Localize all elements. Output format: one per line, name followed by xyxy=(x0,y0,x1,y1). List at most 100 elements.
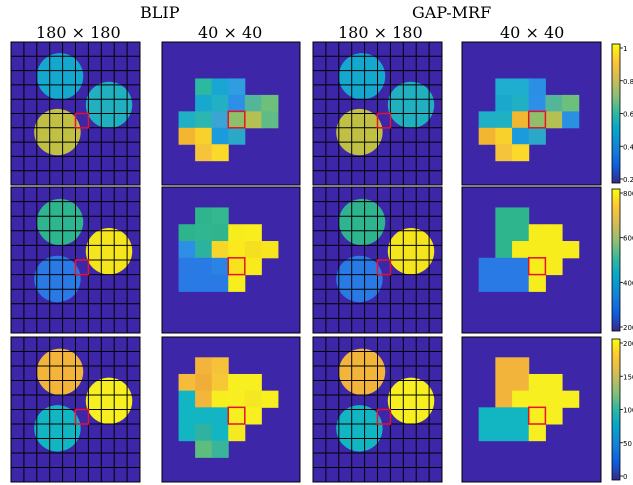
phantom-circle xyxy=(387,228,435,275)
column-title-2: 40 × 40 xyxy=(198,23,262,42)
pixel-block xyxy=(512,241,530,259)
colorbar-tick-label: 800 xyxy=(623,190,633,198)
pixel-block xyxy=(244,257,262,276)
pixel-block xyxy=(195,241,213,259)
panel-border xyxy=(461,336,602,483)
pixel-block xyxy=(495,111,513,129)
phantom-circle xyxy=(336,405,383,452)
pixel-block xyxy=(261,111,279,129)
colorbar-gradient xyxy=(611,338,621,481)
pixel-block xyxy=(261,390,279,408)
pixel-block xyxy=(528,94,546,112)
pixel-block xyxy=(478,274,496,292)
colorbar-tick-label: 0.8 xyxy=(623,78,633,86)
panel-r2-c1 xyxy=(10,186,141,334)
panel-border xyxy=(10,41,141,186)
pixel-block xyxy=(211,111,229,129)
colorbar-row-2: 800 600 400 200 xyxy=(611,188,633,332)
pixel-block xyxy=(244,111,262,129)
pixel-block xyxy=(528,407,546,425)
pixel-block xyxy=(195,407,213,425)
colorbar-tick-label: 200 xyxy=(623,324,633,332)
pixel-block xyxy=(228,424,246,442)
pixel-block xyxy=(545,224,563,242)
colorbar-row-1: 1 0.8 0.6 0.4 0.2 xyxy=(611,43,633,184)
phantom-circle xyxy=(34,405,81,452)
pixel-block xyxy=(244,390,262,408)
colorbar-tick-label: 400 xyxy=(623,279,633,287)
colorbar-tick-label: 0.2 xyxy=(623,176,633,184)
pixel-block xyxy=(495,94,513,112)
pixel-block xyxy=(495,241,513,259)
roi-box xyxy=(527,257,547,276)
phantom-circle xyxy=(387,81,435,129)
colorbar-gradient xyxy=(611,43,621,184)
pixel-block xyxy=(195,224,213,242)
pixel-block xyxy=(228,241,246,259)
pixel-block xyxy=(545,94,563,112)
column-title-3: 180 × 180 xyxy=(338,23,423,42)
pixel-block xyxy=(178,127,196,145)
panel-border xyxy=(10,186,141,334)
pixel-block xyxy=(545,390,563,408)
pixel-block xyxy=(178,224,196,242)
pixel-block xyxy=(244,224,262,242)
pixel-block xyxy=(244,373,262,392)
pixel-block xyxy=(512,144,530,162)
pixel-block xyxy=(178,241,196,259)
pixel-block xyxy=(495,144,513,162)
pixel-block xyxy=(178,407,196,425)
pixel-block xyxy=(244,241,262,259)
pixel-block xyxy=(478,127,496,145)
pixel-block xyxy=(478,257,496,276)
pixel-block xyxy=(512,127,530,145)
pixel-block xyxy=(495,390,513,408)
pixel-block xyxy=(211,407,229,425)
pixel-block xyxy=(528,241,546,259)
pixel-block xyxy=(512,407,530,425)
pixel-block xyxy=(495,357,513,375)
panel-border xyxy=(10,336,141,483)
pixel-block xyxy=(211,373,229,392)
colorbar-gradient xyxy=(611,188,621,332)
pixel-block xyxy=(528,78,546,96)
pixel-block xyxy=(528,373,546,392)
colorbar-tick-label: 0 xyxy=(623,473,627,481)
pixel-block xyxy=(545,257,563,276)
pixel-block xyxy=(478,424,496,442)
pixel-block xyxy=(211,440,229,458)
panel-border xyxy=(161,41,301,186)
colorbar-tick-label: 0.6 xyxy=(623,111,633,119)
pixel-block xyxy=(562,241,580,259)
pixel-block xyxy=(478,407,496,425)
pixel-block xyxy=(228,274,246,292)
pixel-block xyxy=(211,274,229,292)
pixel-block xyxy=(211,241,229,259)
pixel-block xyxy=(178,274,196,292)
panel-border xyxy=(461,41,602,186)
phantom-circle xyxy=(336,108,383,156)
pixel-block xyxy=(562,94,580,112)
pixel-block xyxy=(478,111,496,129)
pixel-block xyxy=(211,257,229,276)
pixel-block xyxy=(211,94,229,112)
roi-box xyxy=(527,110,547,129)
pixel-block xyxy=(495,274,513,292)
pixel-block xyxy=(495,224,513,242)
pixel-block xyxy=(545,241,563,259)
pixel-block xyxy=(512,357,530,375)
pixel-block xyxy=(528,257,546,276)
panel-r3-c1 xyxy=(10,336,141,483)
pixel-block xyxy=(495,78,513,96)
panel-border xyxy=(161,336,301,483)
colorbar-tick-label: 1 xyxy=(623,45,627,53)
roi-box xyxy=(74,408,90,425)
pixel-block xyxy=(195,257,213,276)
column-title-4: 40 × 40 xyxy=(500,23,564,42)
pixel-block xyxy=(512,274,530,292)
pixel-block xyxy=(495,424,513,442)
pixel-block xyxy=(211,78,229,96)
pixel-block xyxy=(528,390,546,408)
colorbars: 1 0.8 0.6 0.4 0.2 800 600 400 200 200 150 100 50 0 xyxy=(611,43,633,481)
pixel-block xyxy=(195,390,213,408)
